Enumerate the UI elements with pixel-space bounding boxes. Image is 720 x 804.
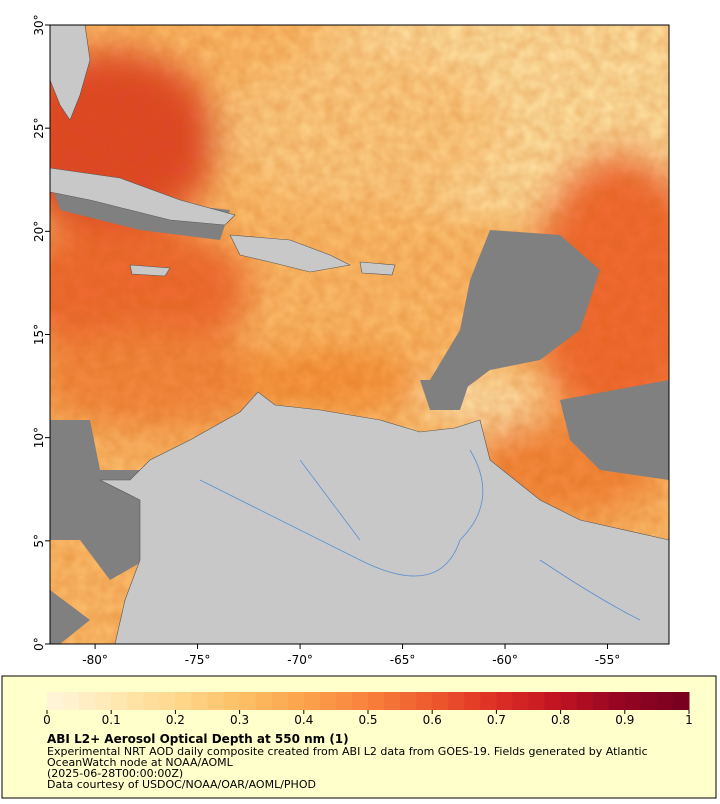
colorbar-tick-label: 0.5 [358,713,377,727]
colorbar-cell [271,692,289,710]
colorbar-cell [319,692,337,710]
colorbar-tick-label: 0.8 [551,713,570,727]
colorbar-cell [255,692,273,710]
colorbar-cell [624,692,642,710]
colorbar-cell [63,692,80,710]
colorbar-cell [191,692,208,710]
y-tick-label: 30° [32,14,46,35]
colorbar-cell [560,692,578,710]
colorbar-cell [416,692,433,710]
y-tick-label: 25° [32,118,46,139]
colorbar-cell [480,692,497,710]
colorbar-cell [544,692,562,710]
colorbar-cell [368,692,385,710]
legend-note: Data courtesy of USDOC/NOAA/OAR/AOML/PHO… [47,778,316,791]
x-tick-label: -65° [390,653,416,667]
colorbar-cell [672,692,690,710]
colorbar-cell [143,692,160,710]
colorbar-cell [335,692,353,710]
colorbar-cell [287,692,305,710]
x-tick-label: -60° [492,653,518,667]
colorbar-cell [640,692,658,710]
colorbar-cell [576,692,594,710]
colorbar-cell [512,692,529,710]
y-tick-label: 5° [32,534,46,548]
y-tick-label: 10° [32,427,46,448]
colorbar-cell [127,692,144,710]
colorbar-tick-label: 0.3 [230,713,249,727]
map [50,25,669,644]
colorbar-tick-label: 0.9 [615,713,634,727]
colorbar-cell [95,692,112,710]
colorbar-cell [528,692,546,710]
colorbar-cell [223,692,241,710]
colorbar-cell [608,692,626,710]
x-tick-label: -55° [595,653,621,667]
legend-note: Experimental NRT AOD daily composite cre… [47,745,648,758]
colorbar-tick-label: 0.6 [423,713,442,727]
land [50,25,669,644]
colorbar-cell [400,692,417,710]
colorbar-tick-label: 0.1 [102,713,121,727]
y-tick-label: 0° [32,637,46,651]
clouds [50,180,669,644]
colorbar-tick-label: 1 [685,713,693,727]
x-tick-label: -70° [287,653,313,667]
legend-title: ABI L2+ Aerosol Optical Depth at 550 nm … [47,732,349,746]
colorbar-tick-label: 0.7 [487,713,506,727]
colorbar-tick-label: 0.2 [166,713,185,727]
legend-note: (2025-06-28T00:00:00Z) [47,767,183,780]
colorbar-cell [656,692,674,710]
colorbar-cell [111,692,128,710]
colorbar-tick-label: 0.4 [294,713,313,727]
colorbar-cell [496,692,513,710]
colorbar-cell [159,692,176,710]
colorbar-cell [175,692,192,710]
x-tick-label: -80° [82,653,108,667]
colorbar-cell [351,692,369,710]
colorbar-cell [207,692,225,710]
colorbar-cell [239,692,257,710]
colorbar-cell [79,692,96,710]
colorbar-cell [303,692,321,710]
y-tick-label: 20° [32,221,46,242]
colorbar-tick-label: 0 [43,713,51,727]
x-tick-label: -75° [185,653,211,667]
rivers [199,449,641,621]
legend-note: OceanWatch node at NOAA/AOML [47,756,234,769]
colorbar-cell [384,692,401,710]
colorbar-cell [448,692,465,710]
legend-notes: Experimental NRT AOD daily composite cre… [47,745,648,791]
colorbar-cell [464,692,481,710]
colorbar-cell [432,692,449,710]
y-tick-label: 15° [32,324,46,345]
colorbar-cell [47,692,64,710]
colorbar-cell [592,692,610,710]
